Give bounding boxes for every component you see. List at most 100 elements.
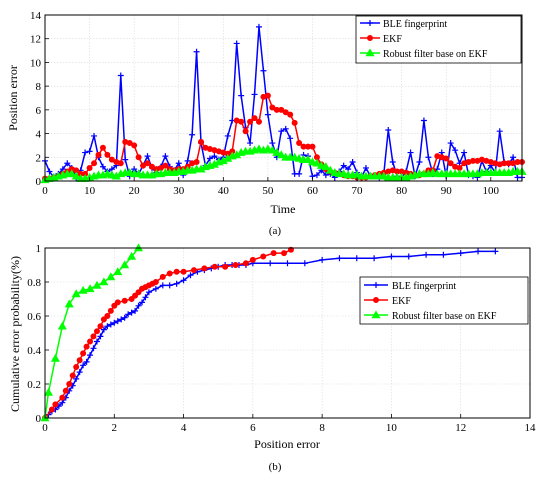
chart-b-series-0-point-21 [114,318,121,325]
chart-a-series-0-point-94 [461,149,468,156]
chart-b-xtick-label-3: 6 [250,422,256,434]
chart-a-series-1-point-21 [135,154,142,161]
chart-a-xtick-label-9: 90 [441,185,453,197]
chart-b-series-0-point-53 [388,253,395,260]
chart-a-series-2-point-53 [276,150,286,159]
chart-b-series-1-point-4 [62,387,69,394]
chart-b-series-1-point-20 [121,297,128,304]
chart-b-series-0-point-58 [475,248,482,255]
chart-b-series-1-point-6 [69,372,76,379]
chart-a-series-0-point-86 [425,154,432,161]
chart-b-series-1-point-41 [270,250,277,257]
chart-a-series-0-point-10 [86,148,93,155]
chart-a-series-0-point-51 [269,140,276,147]
chart-a-series-1-point-10 [86,164,93,171]
chart-a-frame [44,14,523,182]
chart-b-legend-label-2: Robust filter base on EKF [392,311,497,322]
chart-a-series-0-point-44 [238,92,245,99]
chart-a-series-0-point-69 [349,159,356,166]
chart-b-series-1-point-13 [93,328,100,335]
chart-b-series-0-point-47 [284,260,291,267]
chart-b-series-0-point-12 [83,358,90,365]
chart-a-legend: BLE fingerprint EKF Robust filter base o… [355,15,522,64]
chart-b-series-1-point-18 [111,302,118,309]
chart-b-series-0-point-50 [336,255,343,262]
chart-b-series-2-point-8 [92,280,102,289]
chart-b-series-2-point-5 [71,289,81,298]
chart-b-xtick-label-6: 12 [455,422,466,434]
chart-b-ticks: 0 2 4 6 8 10 12 14 0 0.2 0.4 0.6 0.8 1 [27,243,536,434]
chart-b-series-1-point-3 [59,394,66,401]
chart-b-series-0-point-34 [173,280,180,287]
chart-b-series-1-point-21 [128,295,135,302]
chart-a-series-0-point-92 [452,147,459,154]
chart-b-series-0-point-31 [152,285,159,292]
chart-b-series-2-point-7 [85,284,95,293]
chart-b-series-1-point-40 [260,253,267,260]
chart-a-ytick-label-1: 2 [36,152,42,164]
chart-a-series-1-point-14 [104,151,111,158]
chart-b-series-0-point-18 [104,323,111,330]
chart-a-series-0-point-46 [247,140,254,147]
chart-b-series-0-point-52 [371,255,378,262]
chart-b-series [40,243,499,422]
chart-b-series-0-point-32 [159,282,166,289]
chart-b-series-2-point-12 [120,260,130,269]
chart-a-legend-box [355,15,522,64]
chart-b-series-0-point-33 [166,282,173,289]
chart-b-series-1-point-2 [52,401,59,408]
chart-a-series-1-point-23 [144,160,151,167]
chart-a-series-0-point-67 [340,162,347,169]
chart-a-series-1-point-27 [162,162,169,169]
chart-a-series-0-point-91 [447,140,454,147]
chart-b-legend-marker-0 [373,282,379,288]
chart-b-series-2-point-13 [127,251,137,260]
chart-a-series-1-point-53 [278,106,285,113]
chart-a-series-2-point-6 [67,169,77,178]
chart-b-series-0-point-15 [93,338,100,345]
chart-b-series-1-point-32 [180,268,187,275]
chart-a-series-1-point-47 [251,115,258,122]
chart-a-series-1-point-91 [447,160,454,167]
chart-b-series-1-point-11 [87,338,94,345]
chart-b-ytick-label-3: 0.6 [27,311,41,323]
chart-b-series-1-point-19 [114,299,121,306]
chart-b-ytick-label-4: 0.8 [27,277,41,289]
chart-b-xtick-label-0: 0 [42,422,48,434]
chart-a-series-1-point-20 [131,142,138,149]
chart-b-series-1-point-5 [66,380,73,387]
chart-a-series-1-point-90 [443,155,450,162]
chart-b-series-0-point-17 [100,326,107,333]
chart-a-series-2-point-7 [71,171,81,180]
chart-a-series-0-point-13 [99,163,106,170]
chart-b-series-1-point-14 [97,323,104,330]
chart-b-series-0-point-22 [118,316,125,323]
chart-b-series-0-point-51 [353,255,360,262]
chart-b-series-0-point-28 [139,299,145,306]
caption-b: (b) [269,461,282,473]
chart-a-series-0-point-17 [117,72,124,79]
chart-a-series-2-point-63 [321,162,331,171]
chart-a-legend-label-1: EKF [383,34,402,45]
chart-b-series-2-point-9 [99,277,109,286]
chart-a-series-1-point-22 [140,162,147,169]
chart-a-series-0-point-11 [91,132,98,139]
chart-b-series-0-point-16 [97,333,104,340]
chart-b-series-0-point-19 [107,321,114,328]
chart-b-ylabel: Cumulative error probability(%) [8,256,22,412]
chart-a-series-1-point-11 [91,160,98,167]
chart-a-xtick-label-8: 80 [396,185,408,197]
chart-a-series-0-point-105 [510,154,517,161]
chart-a-series-0-point-77 [385,127,392,134]
chart-a-ytick-label-4: 8 [36,81,42,93]
chart-a-series-2-point-64 [325,165,335,174]
chart-a-series-1-point-51 [269,104,276,111]
chart-a-series-1-point-60 [309,143,316,150]
chart-b-series-0-point-9 [73,375,80,382]
chart-a-series-0-point-5 [64,160,71,167]
chart-b-series-1-point-34 [201,265,208,272]
chart-a-series-1-point-15 [108,156,115,163]
chart-a-legend-label-2: Robust filter base on EKF [383,49,488,60]
chart-b-series-1-point-35 [211,263,218,270]
chart-b-series-1-point-17 [107,307,114,314]
